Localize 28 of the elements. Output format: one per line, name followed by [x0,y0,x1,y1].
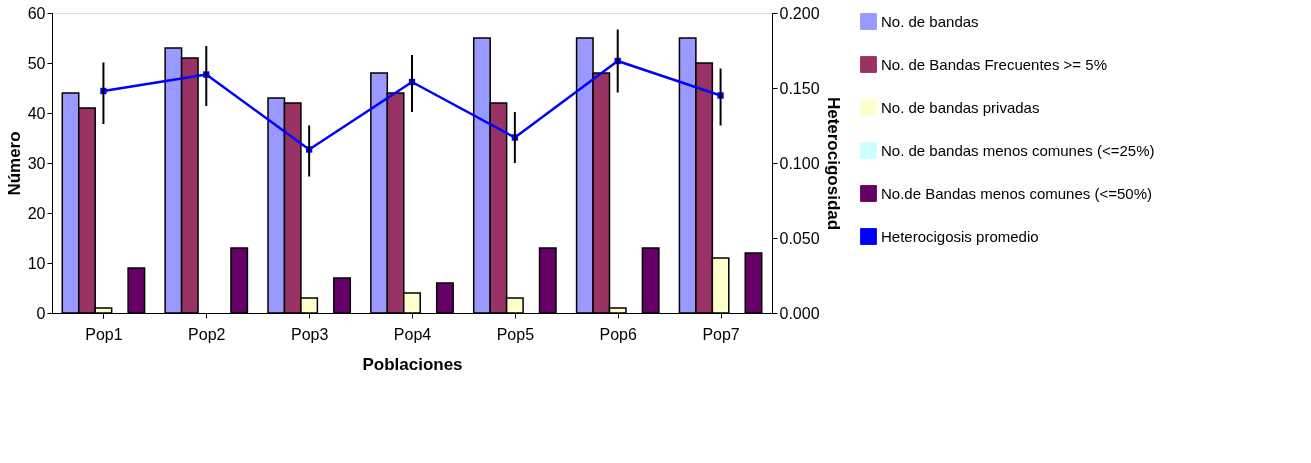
y2-tick-label: 0.000 [779,304,820,322]
y-tick-label: 60 [27,4,46,22]
x-axis-title: Poblaciones [362,354,463,374]
y-axis-title: Número [4,131,24,196]
y-tick-label: 50 [27,54,46,72]
y2-tick-label: 0.100 [779,154,820,172]
legend-label: No. de Bandas Frecuentes >= 5% [881,55,1107,73]
x-tick-label: Pop2 [188,325,226,343]
x-tick-label: Pop3 [290,325,329,343]
y2-tick-label: 0.200 [779,4,820,22]
y-tick-label: 0 [36,304,46,322]
y-tick-label: 20 [27,204,46,222]
y-tick-label: 10 [27,254,46,272]
y-tick-label: 40 [27,104,46,122]
x-tick-label: Pop4 [393,325,432,343]
y2-axis-title: Heterocigosidad [823,96,843,231]
y2-tick-label: 0.150 [779,79,820,97]
x-tick-label: Pop7 [702,325,740,343]
y-tick-label: 30 [27,154,46,172]
x-tick-label: Pop6 [599,325,637,343]
y2-tick-label: 0.050 [779,229,820,247]
legend-label: No. de bandas menos comunes (<=25%) [881,141,1155,159]
legend-label: No. de bandas [881,12,979,30]
x-tick-label: Pop1 [85,325,123,343]
legend-label: No.de Bandas menos comunes (<=50%) [881,184,1152,202]
x-tick-label: Pop5 [496,325,535,343]
legend-label: No. de bandas privadas [881,98,1040,116]
legend-label: Heterocigosis promedio [881,227,1039,245]
